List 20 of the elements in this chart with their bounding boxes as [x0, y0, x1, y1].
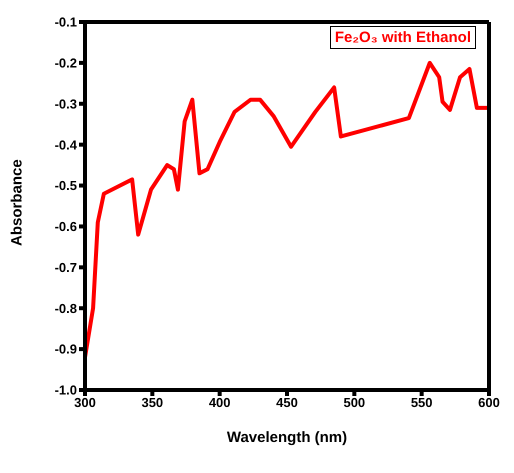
- y-tick-label: -0.2: [54, 56, 77, 71]
- y-tick-label: -0.3: [54, 96, 77, 112]
- x-tick-label: 500: [343, 395, 366, 410]
- x-axis-title: Wavelength (nm): [226, 429, 348, 446]
- x-tick-label: 600: [478, 395, 500, 410]
- y-tick-label: -0.5: [54, 178, 77, 194]
- series-label: Fe₂O₃ with Ethanol: [334, 29, 471, 46]
- x-tick-label: 400: [208, 395, 231, 410]
- y-axis-title: Absorbance: [8, 159, 26, 246]
- x-tick-label: 550: [410, 395, 433, 410]
- x-tick-label: 450: [276, 395, 298, 410]
- y-tick-label: -0.9: [54, 342, 77, 357]
- y-tick-label: -0.1: [54, 14, 77, 30]
- x-tick-label: 350: [141, 395, 164, 410]
- y-tick-label: -0.7: [54, 260, 77, 275]
- x-tick-label: 300: [74, 395, 96, 410]
- y-tick-label: -0.6: [54, 219, 77, 234]
- y-tick-label: -1.0: [54, 382, 77, 398]
- y-tick-label: -0.8: [54, 300, 77, 316]
- y-tick-label: -0.4: [54, 137, 78, 152]
